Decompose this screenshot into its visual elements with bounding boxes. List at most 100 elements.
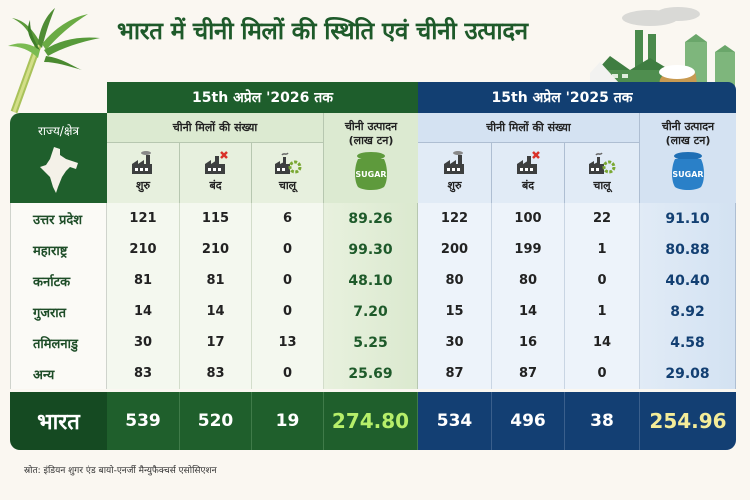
closed-2025: 16: [492, 327, 565, 358]
started-2026: 83: [107, 358, 180, 389]
total-closed-2025: 496: [492, 392, 565, 450]
col-closed-label: बंद: [209, 179, 222, 192]
sugarcane-illustration: [8, 8, 100, 114]
table-row: तमिलनाडु 30 17 13 5.25 30 16 14 4.58: [10, 327, 736, 358]
production-2025: 8.92: [640, 296, 736, 327]
production-label-line2: (लाख टन): [348, 134, 394, 147]
col-running-label: चालू: [278, 179, 297, 192]
col-closed-2025: बंद: [492, 143, 565, 203]
closed-2025: 87: [492, 358, 565, 389]
running-2026: 0: [252, 296, 324, 327]
running-2026: 13: [252, 327, 324, 358]
started-2026: 30: [107, 327, 180, 358]
source-note: स्रोत: इंडियन शुगर एंड बायो-एनर्जी मैन्य…: [24, 466, 217, 476]
started-2026: 81: [107, 265, 180, 296]
total-production-2026: 274.80: [324, 392, 418, 450]
started-2026: 210: [107, 234, 180, 265]
total-started-2025: 534: [418, 392, 492, 450]
started-2025: 122: [418, 203, 492, 234]
closed-2026: 83: [180, 358, 252, 389]
production-2025: 91.10: [640, 203, 736, 234]
production-2026: 99.30: [324, 234, 418, 265]
col-closed-label: बंद: [521, 179, 535, 192]
total-started-2026: 539: [107, 392, 180, 450]
sack-label: SUGAR: [672, 170, 703, 179]
closed-2026: 14: [180, 296, 252, 327]
total-production-2025: 254.96: [640, 392, 736, 450]
sack-label: SUGAR: [355, 170, 386, 179]
started-2025: 30: [418, 327, 492, 358]
table-row: महाराष्ट्र 210 210 0 99.30 200 199 1 80.…: [10, 234, 736, 265]
table-row: गुजरात 14 14 0 7.20 15 14 1 8.92: [10, 296, 736, 327]
factory-closed-icon: [204, 151, 228, 174]
period-header-2025: 15th अप्रेल '2025 तक: [418, 82, 736, 113]
sugar-sack-green-icon: SUGAR: [355, 152, 387, 190]
production-2026: 7.20: [324, 296, 418, 327]
total-running-2025: 38: [565, 392, 640, 450]
factory-running-icon: [589, 152, 616, 174]
state-name: उत्तर प्रदेश: [10, 203, 107, 234]
started-2025: 200: [418, 234, 492, 265]
running-2025: 0: [565, 265, 640, 296]
total-closed-2026: 520: [180, 392, 252, 450]
running-2026: 0: [252, 265, 324, 296]
closed-2025: 199: [492, 234, 565, 265]
started-2026: 14: [107, 296, 180, 327]
production-2025: 40.40: [640, 265, 736, 296]
col-running-label: चालू: [593, 179, 611, 192]
production-2025: 4.58: [640, 327, 736, 358]
running-2025: 1: [565, 296, 640, 327]
running-2026: 0: [252, 234, 324, 265]
production-header-2026: चीनी उत्पादन (लाख टन) SUGAR: [324, 113, 418, 203]
page-title: भारत में चीनी मिलों की स्थिति एवं चीनी उ…: [117, 17, 528, 45]
table-body: उत्तर प्रदेश 121 115 6 89.26 122 100 22 …: [10, 203, 736, 389]
running-2025: 22: [565, 203, 640, 234]
col-running-2025: चालू: [565, 143, 640, 203]
production-2025: 29.08: [640, 358, 736, 389]
table-row: उत्तर प्रदेश 121 115 6 89.26 122 100 22 …: [10, 203, 736, 234]
running-2026: 6: [252, 203, 324, 234]
closed-2026: 210: [180, 234, 252, 265]
state-name: अन्य: [10, 358, 107, 389]
factory-started-icon: [132, 151, 152, 174]
state-name: महाराष्ट्र: [10, 234, 107, 265]
period-header-2026: 15th अप्रेल '2026 तक: [107, 82, 418, 113]
india-map-icon: [39, 147, 78, 193]
production-label-line2: (लाख टन): [665, 134, 711, 147]
started-2026: 121: [107, 203, 180, 234]
sugar-sack-blue-icon: SUGAR: [672, 152, 704, 190]
total-running-2026: 19: [252, 392, 324, 450]
state-name: गुजरात: [10, 296, 107, 327]
col-started-label: शुरु: [447, 179, 462, 192]
production-2026: 48.10: [324, 265, 418, 296]
mills-count-header-2025: चीनी मिलों की संख्या: [418, 113, 640, 143]
table-row: अन्य 83 83 0 25.69 87 87 0 29.08: [10, 358, 736, 389]
factory-running-icon: [274, 152, 301, 174]
production-label-line1: चीनी उत्पादन: [344, 120, 398, 133]
running-2025: 1: [565, 234, 640, 265]
factory-started-icon: [443, 151, 464, 174]
closed-2026: 115: [180, 203, 252, 234]
running-2025: 0: [565, 358, 640, 389]
total-row: भारत 539 520 19 274.80 534 496 38 254.96: [10, 392, 736, 450]
col-running-2026: चालू: [252, 143, 324, 203]
state-column-label: राज्य/क्षेत्र: [37, 124, 80, 138]
started-2025: 15: [418, 296, 492, 327]
total-label: भारत: [10, 392, 107, 450]
closed-2025: 14: [492, 296, 565, 327]
closed-2025: 100: [492, 203, 565, 234]
state-column-header: राज्य/क्षेत्र: [10, 113, 107, 203]
started-2025: 80: [418, 265, 492, 296]
production-2025: 80.88: [640, 234, 736, 265]
production-2026: 25.69: [324, 358, 418, 389]
factory-closed-icon: [517, 151, 540, 174]
col-started-label: शुरु: [135, 179, 151, 192]
header-group-2025: चीनी मिलों की संख्या शुरु बंद: [418, 113, 736, 203]
mills-count-header-2026: चीनी मिलों की संख्या: [107, 113, 324, 143]
production-label-line1: चीनी उत्पादन: [661, 120, 715, 133]
table-row: कर्नाटक 81 81 0 48.10 80 80 0 40.40: [10, 265, 736, 296]
running-2026: 0: [252, 358, 324, 389]
production-2026: 89.26: [324, 203, 418, 234]
production-header-2025: चीनी उत्पादन (लाख टन) SUGAR: [640, 113, 736, 203]
started-2025: 87: [418, 358, 492, 389]
